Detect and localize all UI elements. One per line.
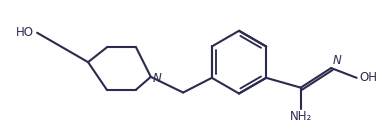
Text: N: N: [153, 72, 162, 85]
Text: HO: HO: [16, 26, 34, 39]
Text: NH₂: NH₂: [290, 110, 312, 123]
Text: OH: OH: [359, 71, 377, 84]
Text: N: N: [333, 54, 342, 67]
